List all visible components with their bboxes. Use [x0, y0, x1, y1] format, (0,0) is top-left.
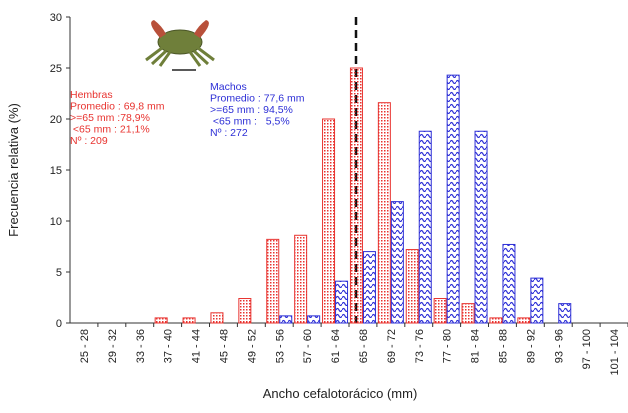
x-tick-label: 61 - 64 — [330, 329, 342, 363]
x-tick-label: 65 - 68 — [358, 329, 370, 363]
bar — [295, 235, 307, 323]
bar — [559, 304, 571, 323]
x-axis-title: Ancho cefalotorácico (mm) — [263, 386, 418, 401]
x-tick-label: 33 - 36 — [135, 329, 147, 363]
annotation-line: Nº : 272 — [210, 127, 248, 139]
x-tick-label: 49 - 52 — [246, 329, 258, 363]
x-tick-label: 85 - 88 — [497, 329, 509, 363]
bar — [391, 202, 403, 323]
x-tick-label: 101 - 104 — [609, 329, 621, 375]
x-tick-label: 73 - 76 — [414, 329, 426, 363]
bar — [406, 250, 418, 323]
y-tick-label: 0 — [56, 318, 62, 330]
bar — [447, 75, 459, 323]
x-tick-label: 41 - 44 — [191, 329, 203, 363]
crab-icon — [146, 20, 214, 70]
annotation-line: Machos — [210, 81, 247, 93]
x-tick-label: 97 - 100 — [581, 329, 593, 369]
x-tick-label: 25 - 28 — [79, 329, 91, 363]
y-tick-label: 15 — [50, 165, 62, 177]
x-tick-label: 57 - 60 — [302, 329, 314, 363]
annotation-line: >=65 mm : 94,5% — [210, 104, 293, 116]
bar — [336, 281, 348, 323]
bar — [363, 252, 375, 323]
x-tick-label: 45 - 48 — [218, 329, 230, 363]
bar — [378, 103, 390, 323]
annotation-line: Promedio : 69,8 mm — [70, 101, 165, 113]
chart: Frecuencia relativa (%) Ancho cefalotorá… — [0, 0, 628, 408]
bar — [323, 119, 335, 323]
x-tick-label: 77 - 80 — [442, 329, 454, 363]
bar — [531, 278, 543, 323]
bar — [475, 131, 487, 323]
x-tick-label: 37 - 40 — [163, 329, 175, 363]
y-tick-label: 10 — [50, 216, 62, 228]
x-tick-label: 69 - 72 — [386, 329, 398, 363]
x-tick-label: 81 - 84 — [470, 329, 482, 363]
bar — [503, 244, 515, 323]
annotation-line: Hembras — [70, 89, 113, 101]
bar — [308, 316, 320, 323]
bar — [183, 318, 195, 323]
annotation-line: <65 mm : 21,1% — [70, 124, 150, 136]
bar — [462, 304, 474, 323]
x-tick-label: 93 - 96 — [553, 329, 565, 363]
bar — [419, 131, 431, 323]
bar — [280, 316, 292, 323]
x-tick-label: 29 - 32 — [107, 329, 119, 363]
x-tick-label: 89 - 92 — [525, 329, 537, 363]
bar — [350, 68, 362, 323]
y-tick-label: 20 — [50, 114, 62, 126]
bar — [239, 299, 251, 323]
annotation-line: >=65 mm :78,9% — [70, 112, 150, 124]
y-tick-label: 5 — [56, 267, 62, 279]
bar — [518, 318, 530, 323]
bar — [155, 318, 167, 323]
y-tick-label: 25 — [50, 63, 62, 75]
bar — [211, 313, 223, 323]
annotation-line: <65 mm : 5,5% — [210, 116, 290, 128]
y-axis-title: Frecuencia relativa (%) — [6, 103, 21, 237]
annotation-line: Nº : 209 — [70, 135, 108, 147]
bar — [434, 299, 446, 323]
y-tick-label: 30 — [50, 12, 62, 24]
bar — [267, 239, 279, 323]
bar — [490, 318, 502, 323]
annotation-line: Promedio : 77,6 mm — [210, 93, 305, 105]
x-tick-label: 53 - 56 — [274, 329, 286, 363]
